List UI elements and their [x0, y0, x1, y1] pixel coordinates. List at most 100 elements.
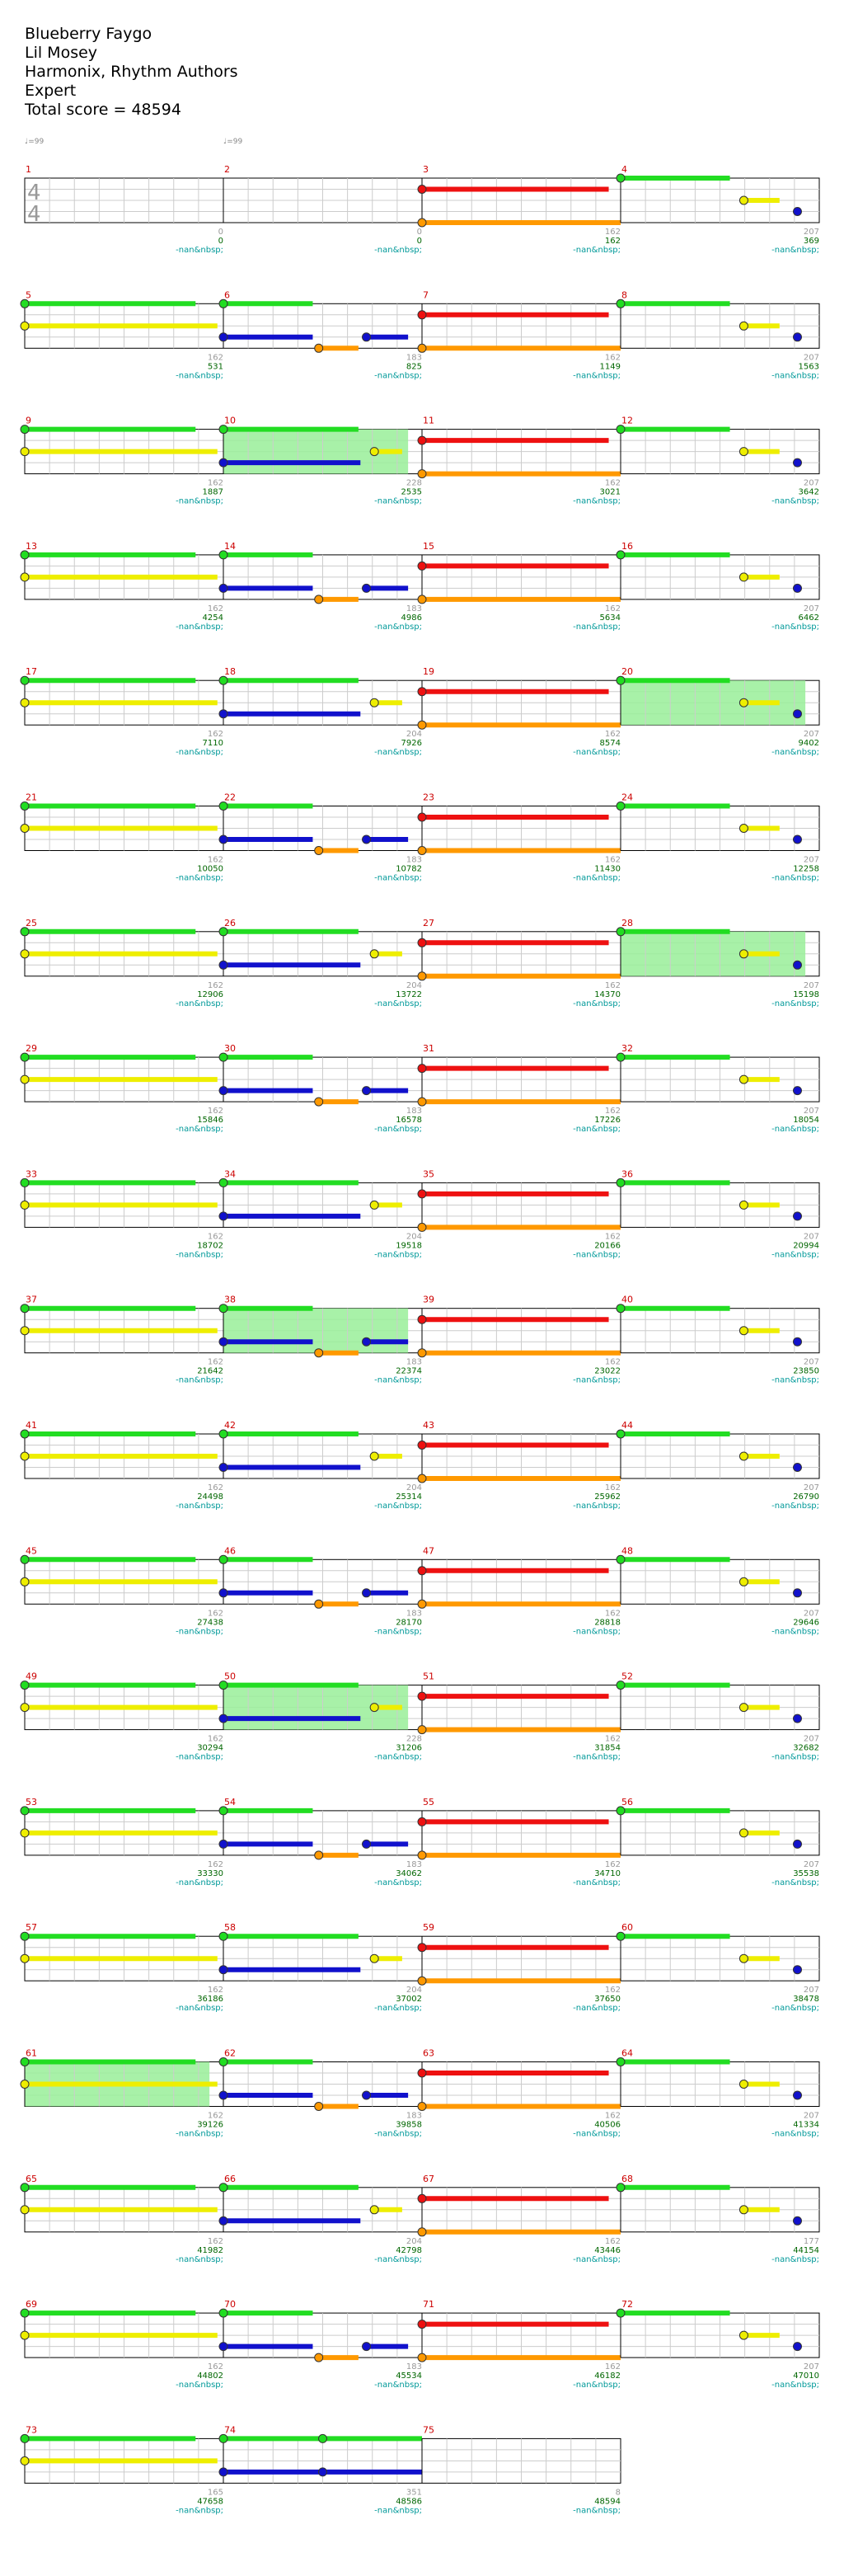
note-gem — [792, 458, 802, 468]
measure-score: 228 — [406, 1735, 422, 1744]
song-artist: Lil Mosey — [25, 44, 98, 62]
cumulative-score: 28818 — [594, 1618, 621, 1627]
note-gem — [738, 1451, 748, 1461]
note-gem — [218, 332, 228, 342]
measure-number: 54 — [224, 1797, 236, 1807]
measure-score: 162 — [208, 981, 223, 990]
note-gem — [218, 1086, 228, 1096]
nan-label: -nan&nbsp; — [573, 1250, 621, 1259]
note-gem — [20, 2330, 30, 2340]
nan-label: -nan&nbsp; — [176, 748, 223, 757]
measure-score: 183 — [406, 1860, 422, 1869]
note-gem — [792, 2216, 802, 2226]
nan-label: -nan&nbsp; — [176, 1878, 223, 1887]
nan-label: -nan&nbsp; — [374, 623, 422, 632]
note-gem — [738, 1953, 748, 1963]
measure-score: 0 — [218, 228, 223, 237]
measure-score: 351 — [406, 2488, 422, 2497]
note-gem — [20, 1828, 30, 1838]
note-gem — [20, 2433, 30, 2443]
nan-label: -nan&nbsp; — [573, 874, 621, 883]
measure-score: 162 — [605, 228, 621, 237]
nan-label: -nan&nbsp; — [374, 748, 422, 757]
note-gem — [20, 1554, 30, 1564]
note-gem — [417, 1441, 427, 1450]
nan-label: -nan&nbsp; — [374, 1125, 422, 1134]
note-gem — [20, 1304, 30, 1314]
note-gem — [738, 698, 748, 707]
nan-label: -nan&nbsp; — [771, 2004, 819, 2013]
note-gem — [218, 1178, 228, 1187]
note-gem — [417, 2068, 427, 2078]
note-gem — [362, 834, 372, 844]
measure-score: 162 — [605, 1986, 621, 1995]
note-gem — [417, 2102, 427, 2111]
note-gem — [218, 2090, 228, 2100]
nan-label: -nan&nbsp; — [176, 1376, 223, 1385]
cumulative-score: 10782 — [396, 865, 422, 874]
note-gem — [369, 1703, 379, 1713]
measure-number: 68 — [621, 2174, 633, 2184]
nan-label: -nan&nbsp; — [374, 1250, 422, 1259]
note-gem — [417, 1222, 427, 1232]
cumulative-score: 44802 — [197, 2372, 223, 2381]
nan-label: -nan&nbsp; — [176, 371, 223, 380]
song-charter: Harmonix, Rhythm Authors — [25, 63, 238, 81]
measure-number: 45 — [26, 1545, 37, 1556]
note-gem — [218, 2057, 228, 2066]
note-gem — [792, 1713, 802, 1723]
note-gem — [616, 1806, 626, 1816]
note-gem — [20, 1703, 30, 1713]
note-gem — [218, 927, 228, 937]
note-gem — [616, 550, 626, 560]
note-gem — [417, 1976, 427, 1986]
note-gem — [218, 1052, 228, 1062]
cumulative-score: 6462 — [799, 613, 819, 623]
nan-label: -nan&nbsp; — [176, 2255, 223, 2264]
nan-label: -nan&nbsp; — [374, 2004, 422, 2013]
measure-number: 74 — [224, 2424, 236, 2435]
note-gem — [218, 298, 228, 308]
note-gem — [20, 1953, 30, 1963]
measure-number: 72 — [621, 2299, 633, 2310]
note-gem — [369, 1953, 379, 1963]
measure-number: 67 — [423, 2174, 434, 2184]
measure-number: 71 — [423, 2299, 434, 2310]
note-gem — [369, 698, 379, 707]
note-gem — [792, 834, 802, 844]
cumulative-score: 14370 — [594, 990, 621, 999]
note-gem — [792, 709, 802, 719]
measure-number: 37 — [26, 1295, 37, 1305]
measure-score: 162 — [605, 1483, 621, 1492]
note-gem — [417, 971, 427, 981]
measure-score: 204 — [406, 1986, 422, 1995]
measure-score: 162 — [605, 856, 621, 865]
cumulative-score: 7926 — [401, 739, 422, 748]
nan-label: -nan&nbsp; — [374, 2130, 422, 2139]
cumulative-score: 2535 — [401, 488, 422, 497]
cumulative-score: 17226 — [594, 1116, 621, 1125]
cumulative-score: 162 — [605, 237, 621, 246]
song-title: Blueberry Faygo — [25, 25, 152, 43]
nan-label: -nan&nbsp; — [374, 2506, 422, 2515]
measure-score: 0 — [417, 228, 422, 237]
note-gem — [20, 425, 30, 435]
note-gem — [218, 675, 228, 685]
note-gem — [314, 2102, 324, 2111]
measure-number: 14 — [224, 541, 236, 552]
nan-label: -nan&nbsp; — [573, 623, 621, 632]
note-gem — [318, 2467, 327, 2477]
note-gem — [318, 2433, 327, 2443]
measure-score: 162 — [605, 604, 621, 613]
measure-score: 207 — [804, 2112, 819, 2121]
measure-number: 7 — [423, 289, 429, 300]
cumulative-score: 22374 — [396, 1367, 422, 1376]
measure-number: 21 — [26, 792, 37, 803]
note-gem — [20, 2205, 30, 2215]
note-gem — [792, 960, 802, 970]
nan-label: -nan&nbsp; — [573, 1125, 621, 1134]
note-gem — [616, 1052, 626, 1062]
nan-label: -nan&nbsp; — [374, 497, 422, 506]
measure-number: 39 — [423, 1295, 434, 1305]
nan-label: -nan&nbsp; — [374, 1502, 422, 1511]
